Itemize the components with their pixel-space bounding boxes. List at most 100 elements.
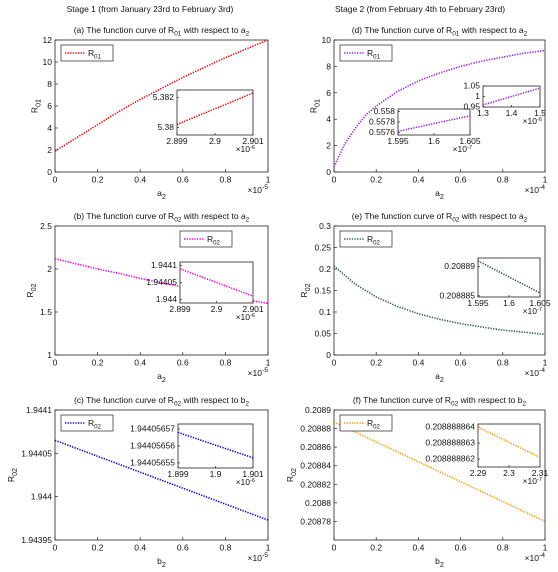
x-axis-label: a2 (157, 371, 166, 384)
axes-background (179, 261, 254, 304)
x-tick-label: 0.6 (177, 175, 189, 185)
multiplier-base: ×10 (236, 477, 251, 487)
x-tick-label: 1 (543, 175, 548, 185)
x-tick-label: 0.4 (412, 358, 424, 368)
column-header: Stage 2 (from February 4th to February 2… (335, 4, 505, 14)
y-tick-label: 8 (47, 79, 52, 89)
y-tick-label: 0.1 (319, 307, 331, 317)
y-tick-label: 0.2088 (305, 498, 331, 508)
axis-multiplier: ×10-7 (523, 476, 542, 486)
multiplier-base: ×10 (453, 144, 468, 154)
y-tick-label: 1.944 (156, 294, 178, 304)
x-axis-label: a2 (435, 188, 444, 201)
x-tick-label: 1.6 (428, 136, 440, 146)
x-tick-label: 2.31 (532, 468, 549, 478)
y-axis-label: R02 (285, 468, 298, 482)
data-line (397, 114, 471, 133)
y-tick-label: 10 (43, 57, 53, 67)
x-axis-label: a2 (435, 371, 444, 384)
x-tick-label: 0.8 (219, 175, 231, 185)
x-tick-label: 0.4 (134, 543, 146, 553)
axes-background (176, 89, 254, 136)
chart-title: (f) The function curve of R02 with respe… (353, 395, 527, 408)
axis-multiplier: ×10-5 (248, 367, 269, 378)
x-tick-label: 1 (266, 175, 271, 185)
x-tick-label: 0 (53, 175, 58, 185)
multiplier-base: ×10 (523, 476, 538, 486)
x-tick-label: 2.9 (211, 304, 223, 314)
y-tick-label: 12 (43, 35, 53, 45)
legend-box (339, 230, 393, 248)
x-tick-label: 0 (53, 358, 58, 368)
multiplier-exponent: -5 (262, 552, 268, 559)
x-tick-label: 1.5 (534, 108, 546, 118)
y-tick-label: 0.208885 (440, 290, 476, 300)
legend-box (339, 414, 393, 432)
y-tick-label: 0.208888863 (425, 438, 475, 448)
y-tick-label: 0.20884 (300, 461, 331, 471)
legend-box (339, 44, 393, 62)
chart-title: (c) The function curve of R02 with respe… (74, 395, 249, 408)
y-tick-label: 1.94405657 (130, 424, 175, 434)
x-tick-label: 2.899 (166, 136, 188, 146)
y-tick-label: 1.94405 (21, 448, 52, 458)
y-tick-label: 0.208888862 (425, 453, 475, 463)
y-tick-label: 2.5 (40, 221, 52, 231)
multiplier-base: ×10 (525, 185, 540, 195)
legend-box (179, 230, 233, 248)
chart-title: (a) The function curve of R01 with respe… (74, 25, 250, 38)
x-tick-label: 2.899 (169, 304, 191, 314)
x-axis-label: b2 (435, 556, 444, 569)
legend-label: R02 (367, 418, 381, 431)
multiplier-base: ×10 (525, 553, 540, 563)
multiplier-exponent: -6 (250, 313, 255, 319)
x-tick-label: 0.2 (370, 358, 382, 368)
x-tick-label: 1.9 (210, 469, 222, 479)
x-tick-label: 1 (543, 543, 548, 553)
y-tick-label: 0.20888 (300, 424, 331, 434)
y-tick-label: 0 (47, 167, 52, 177)
x-tick-label: 0.2 (92, 543, 104, 553)
legend-label: R02 (88, 418, 102, 431)
y-tick-label: 1.94405655 (130, 457, 175, 467)
multiplier-exponent: -7 (537, 307, 542, 313)
multiplier-base: ×10 (236, 144, 251, 154)
data-line (482, 87, 541, 106)
y-tick-label: 1.94405656 (130, 440, 175, 450)
data-line (54, 257, 269, 305)
y-tick-label: 0.2 (319, 264, 331, 274)
y-axis-label: R02 (25, 283, 38, 297)
y-tick-label: 1.5 (40, 307, 52, 317)
y-tick-label: 0.20878 (300, 516, 331, 526)
axis-multiplier: ×10-4 (525, 552, 546, 563)
y-tick-label: 0.2089 (305, 405, 331, 415)
x-tick-label: 1.605 (459, 136, 481, 146)
y-tick-label: 2 (47, 145, 52, 155)
x-tick-label: 1.899 (167, 469, 189, 479)
legend-label: R01 (367, 48, 381, 61)
y-tick-label: 1.94405 (146, 277, 177, 287)
y-axis-label: R02 (6, 468, 19, 482)
axis-multiplier: ×10-7 (453, 144, 472, 154)
x-tick-label: 2.901 (242, 136, 264, 146)
x-tick-label: 0.8 (219, 543, 231, 553)
axis-multiplier: ×10-6 (236, 144, 255, 154)
x-tick-label: 1.4 (506, 108, 518, 118)
multiplier-exponent: -5 (262, 184, 268, 191)
axes-background (177, 423, 254, 469)
x-tick-label: 0.6 (455, 358, 467, 368)
column-header: Stage 1 (from January 23rd to February 3… (67, 4, 234, 14)
chart-title: (e) The function curve of R02 with respe… (352, 211, 528, 224)
x-tick-label: 1 (266, 543, 271, 553)
y-tick-label: 5.38 (157, 122, 174, 132)
multiplier-base: ×10 (248, 368, 263, 378)
y-tick-label: 5.382 (153, 92, 175, 102)
multiplier-base: ×10 (523, 116, 538, 126)
y-tick-label: 2 (47, 264, 52, 274)
chart-title: (b) The function curve of R02 with respe… (74, 211, 250, 224)
legend-box (60, 414, 114, 432)
data-line (54, 39, 269, 152)
data-line (333, 49, 546, 168)
y-tick-label: 1.05 (463, 80, 480, 90)
